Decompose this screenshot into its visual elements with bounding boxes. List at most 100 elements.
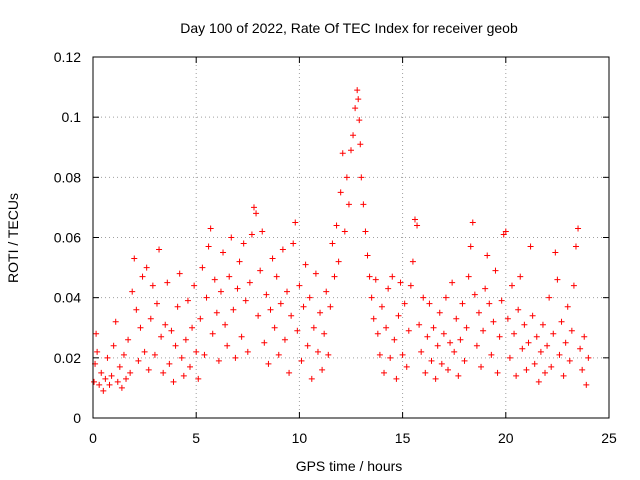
data-point-73 bbox=[238, 333, 245, 340]
data-point-165 bbox=[424, 333, 431, 340]
data-point-173 bbox=[440, 330, 447, 337]
y-axis-title: ROTI / TECUs bbox=[5, 193, 21, 283]
data-point-104 bbox=[302, 261, 309, 268]
data-point-186 bbox=[467, 243, 474, 250]
data-point-216 bbox=[529, 312, 536, 319]
y-tick-label-1: 0.02 bbox=[54, 350, 81, 366]
data-point-97 bbox=[288, 312, 295, 319]
data-point-180 bbox=[455, 372, 462, 379]
y-tick-label-2: 0.04 bbox=[54, 290, 81, 306]
data-point-210 bbox=[517, 273, 524, 280]
data-point-202 bbox=[500, 231, 507, 238]
y-tick-label-0: 0 bbox=[73, 410, 81, 426]
data-point-119 bbox=[333, 222, 340, 229]
x-tick-label-3: 15 bbox=[395, 430, 411, 446]
x-tick-label-4: 20 bbox=[498, 430, 514, 446]
data-point-151 bbox=[395, 312, 402, 319]
y-tick-label-4: 0.08 bbox=[54, 169, 81, 185]
x-tick-label-1: 5 bbox=[192, 430, 200, 446]
data-point-195 bbox=[486, 300, 493, 307]
data-point-132 bbox=[357, 141, 364, 148]
data-point-66 bbox=[224, 342, 231, 349]
data-point-2 bbox=[93, 330, 100, 337]
data-point-181 bbox=[457, 336, 464, 343]
data-point-147 bbox=[387, 354, 394, 361]
data-point-88 bbox=[269, 255, 276, 262]
data-point-239 bbox=[577, 345, 584, 352]
data-point-67 bbox=[226, 273, 233, 280]
data-point-47 bbox=[184, 297, 191, 304]
data-point-75 bbox=[242, 297, 249, 304]
data-point-199 bbox=[494, 369, 501, 376]
data-point-15 bbox=[118, 384, 125, 391]
data-point-115 bbox=[325, 351, 332, 358]
data-point-184 bbox=[463, 324, 470, 331]
data-point-188 bbox=[471, 291, 478, 298]
data-point-32 bbox=[153, 300, 160, 307]
data-point-49 bbox=[189, 324, 196, 331]
data-point-9 bbox=[106, 381, 113, 388]
data-point-196 bbox=[488, 351, 495, 358]
data-point-87 bbox=[267, 306, 274, 313]
data-point-39 bbox=[168, 327, 175, 334]
data-point-44 bbox=[178, 354, 185, 361]
data-point-19 bbox=[127, 369, 134, 376]
data-point-121 bbox=[337, 189, 344, 196]
data-point-6 bbox=[100, 387, 107, 394]
data-point-164 bbox=[422, 369, 429, 376]
data-point-120 bbox=[335, 258, 342, 265]
data-point-5 bbox=[98, 369, 105, 376]
data-point-128 bbox=[352, 105, 359, 112]
data-point-78 bbox=[248, 231, 255, 238]
data-point-143 bbox=[378, 303, 385, 310]
data-point-117 bbox=[329, 240, 336, 247]
data-point-222 bbox=[542, 369, 549, 376]
data-point-211 bbox=[519, 345, 526, 352]
data-point-63 bbox=[217, 288, 224, 295]
data-point-45 bbox=[180, 372, 187, 379]
data-point-91 bbox=[275, 351, 282, 358]
data-point-133 bbox=[358, 174, 365, 181]
data-point-141 bbox=[374, 330, 381, 337]
data-point-126 bbox=[348, 147, 354, 154]
data-point-65 bbox=[222, 321, 229, 328]
data-point-185 bbox=[465, 273, 472, 280]
data-point-131 bbox=[356, 117, 363, 124]
data-point-241 bbox=[581, 333, 588, 340]
axes: 0 5 10 15 20 25 0 0.02 0.04 0.06 0.08 0.1 0.12 bbox=[54, 49, 617, 446]
data-point-140 bbox=[372, 276, 379, 283]
x-tick-label-0: 0 bbox=[89, 430, 97, 446]
data-point-220 bbox=[537, 348, 544, 355]
data-point-177 bbox=[449, 279, 456, 286]
data-point-137 bbox=[366, 273, 373, 280]
data-point-46 bbox=[182, 336, 189, 343]
data-point-89 bbox=[271, 324, 278, 331]
data-point-106 bbox=[306, 294, 313, 301]
chart-title: Day 100 of 2022, Rate Of TEC Index for r… bbox=[180, 20, 518, 36]
data-point-58 bbox=[207, 225, 214, 232]
data-point-203 bbox=[502, 228, 509, 235]
data-point-205 bbox=[506, 354, 513, 361]
data-point-21 bbox=[131, 255, 138, 262]
data-point-214 bbox=[525, 339, 532, 346]
data-point-50 bbox=[191, 282, 198, 289]
data-point-30 bbox=[149, 282, 156, 289]
data-point-226 bbox=[550, 330, 557, 337]
data-point-204 bbox=[504, 315, 511, 322]
data-point-183 bbox=[461, 357, 468, 364]
data-point-215 bbox=[527, 243, 534, 250]
data-point-53 bbox=[197, 315, 204, 322]
data-point-105 bbox=[304, 342, 311, 349]
data-point-138 bbox=[368, 294, 375, 301]
data-point-191 bbox=[478, 363, 485, 370]
data-point-198 bbox=[492, 267, 499, 274]
data-point-13 bbox=[114, 378, 121, 385]
data-point-171 bbox=[436, 309, 443, 316]
data-point-82 bbox=[257, 267, 264, 274]
data-point-40 bbox=[170, 378, 177, 385]
data-point-12 bbox=[112, 318, 119, 325]
data-point-189 bbox=[473, 342, 480, 349]
data-point-3 bbox=[94, 348, 101, 355]
y-tick-label-6: 0.12 bbox=[54, 49, 81, 65]
data-point-110 bbox=[314, 348, 321, 355]
